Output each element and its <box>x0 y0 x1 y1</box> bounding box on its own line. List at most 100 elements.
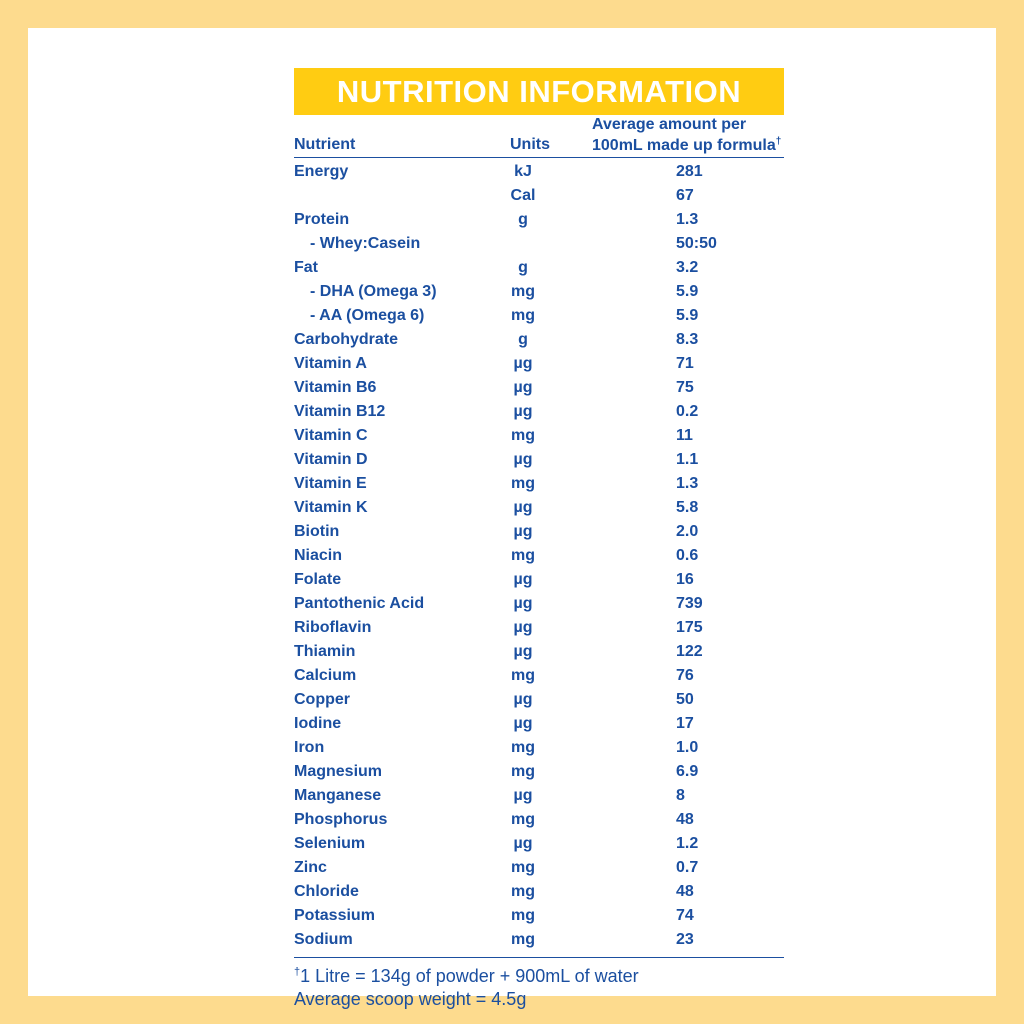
nutrient-value: 175 <box>676 619 703 636</box>
nutrient-unit: µg <box>513 619 533 636</box>
nutrient-name: Zinc <box>294 859 327 876</box>
nutrient-unit: mg <box>511 283 535 300</box>
nutrition-title: NUTRITION INFORMATION <box>294 68 784 115</box>
nutrient-name: Biotin <box>294 523 340 540</box>
table-row: Energy kJ 281 <box>294 160 784 184</box>
nutrient-value: 67 <box>676 187 694 204</box>
footnote-dagger: † <box>294 966 301 978</box>
nutrient-value: 11 <box>676 427 693 444</box>
nutrient-value: 0.2 <box>676 403 699 420</box>
nutrient-name: Vitamin B6 <box>294 379 377 396</box>
nutrient-name: Manganese <box>294 787 382 804</box>
nutrient-name: Folate <box>294 571 342 588</box>
nutrient-value: 50 <box>676 691 694 708</box>
nutrient-name: Niacin <box>294 547 343 564</box>
nutrient-unit: µg <box>513 499 533 516</box>
nutrient-unit: µg <box>513 379 533 396</box>
nutrient-unit: mg <box>511 547 535 564</box>
nutrient-name: Sodium <box>294 931 353 948</box>
nutrient-unit: µg <box>513 787 533 804</box>
nutrient-unit: mg <box>511 739 535 756</box>
nutrient-value: 16 <box>676 571 694 588</box>
nutrient-unit: mg <box>511 475 535 492</box>
nutrient-unit: mg <box>511 667 535 684</box>
table-row: Vitamin B6 µg 75 <box>294 376 784 400</box>
footnote-litre-text: 1 Litre = 134g of powder + 900mL of wate… <box>300 966 639 986</box>
nutrient-unit: Cal <box>510 187 536 204</box>
nutrient-value: 50:50 <box>676 235 717 252</box>
nutrient-value: 1.0 <box>676 739 699 756</box>
table-row: Folate µg 16 <box>294 568 784 592</box>
nutrient-unit: µg <box>513 715 533 732</box>
header-average-line2: 100mL made up formula <box>592 137 776 154</box>
nutrient-value: 76 <box>676 667 694 684</box>
nutrient-name: Vitamin E <box>294 475 367 492</box>
nutrient-name: - Whey:Casein <box>310 235 421 252</box>
nutrient-unit: µg <box>513 691 533 708</box>
nutrient-value: 1.3 <box>676 475 699 492</box>
nutrient-unit: mg <box>511 811 535 828</box>
nutrient-name: Fat <box>294 259 318 276</box>
nutrient-value: 6.9 <box>676 763 699 780</box>
nutrient-value: 5.9 <box>676 307 699 324</box>
nutrient-name: Vitamin B12 <box>294 403 386 420</box>
table-row: Pantothenic Acid µg 739 <box>294 592 784 616</box>
nutrient-value: 8 <box>676 787 685 804</box>
nutrient-unit: µg <box>513 523 533 540</box>
table-row: - AA (Omega 6) mg 5.9 <box>294 304 784 328</box>
nutrient-unit: µg <box>513 835 533 852</box>
table-row: Carbohydrate g 8.3 <box>294 328 784 352</box>
nutrition-panel: NUTRITION INFORMATION Nutrient Units Ave… <box>294 68 784 1011</box>
nutrient-name: Carbohydrate <box>294 331 399 348</box>
nutrient-value: 1.3 <box>676 211 699 228</box>
nutrient-name: - DHA (Omega 3) <box>310 283 437 300</box>
nutrient-name: Vitamin D <box>294 451 368 468</box>
table-row: Niacin mg 0.6 <box>294 544 784 568</box>
nutrient-unit: µg <box>513 355 533 372</box>
table-row: Magnesium mg 6.9 <box>294 760 784 784</box>
table-row: Sodium mg 23 <box>294 928 784 952</box>
footnotes: †1 Litre = 134g of powder + 900mL of wat… <box>294 961 784 1011</box>
nutrient-name: Selenium <box>294 835 366 852</box>
table-row: Selenium µg 1.2 <box>294 832 784 856</box>
nutrient-unit: g <box>518 331 528 348</box>
nutrient-name: Chloride <box>294 883 359 900</box>
table-row: Vitamin E mg 1.3 <box>294 472 784 496</box>
nutrient-value: 71 <box>676 355 694 372</box>
table-header: Nutrient Units Average amount per 100mL … <box>294 115 784 158</box>
nutrient-value: 0.7 <box>676 859 699 876</box>
nutrient-name: Vitamin K <box>294 499 368 516</box>
nutrient-value: 48 <box>676 811 694 828</box>
nutrient-name: Iron <box>294 739 325 756</box>
nutrient-unit: mg <box>511 859 535 876</box>
table-row: Cal 67 <box>294 184 784 208</box>
nutrient-value: 48 <box>676 883 694 900</box>
table-row: Riboflavin µg 175 <box>294 616 784 640</box>
header-nutrient: Nutrient <box>294 136 356 153</box>
table-row: Thiamin µg 122 <box>294 640 784 664</box>
table-row: Vitamin C mg 11 <box>294 424 784 448</box>
nutrient-value: 1.1 <box>676 451 699 468</box>
table-row: Iron mg 1.0 <box>294 736 784 760</box>
nutrient-unit: mg <box>511 307 535 324</box>
nutrient-unit: µg <box>513 451 533 468</box>
nutrient-unit: g <box>518 259 528 276</box>
table-row: Calcium mg 76 <box>294 664 784 688</box>
nutrient-unit: mg <box>511 763 535 780</box>
header-units: Units <box>510 136 550 153</box>
nutrient-name: Vitamin C <box>294 427 368 444</box>
table-bottom-rule <box>294 957 784 958</box>
nutrient-unit: µg <box>513 595 533 612</box>
table-row: Phosphorus mg 48 <box>294 808 784 832</box>
table-row: Iodine µg 17 <box>294 712 784 736</box>
table-row: Vitamin D µg 1.1 <box>294 448 784 472</box>
nutrient-rows: Energy kJ 281 Cal 67 Protein g 1.3 - Whey:Casein… <box>294 158 784 952</box>
table-row: Vitamin A µg 71 <box>294 352 784 376</box>
nutrient-unit: mg <box>511 883 535 900</box>
nutrient-unit: mg <box>511 427 535 444</box>
nutrient-name: Calcium <box>294 667 357 684</box>
header-average: Average amount per 100mL made up formula… <box>592 116 781 154</box>
table-row: Potassium mg 74 <box>294 904 784 928</box>
nutrient-value: 122 <box>676 643 703 660</box>
nutrient-unit: µg <box>513 403 533 420</box>
